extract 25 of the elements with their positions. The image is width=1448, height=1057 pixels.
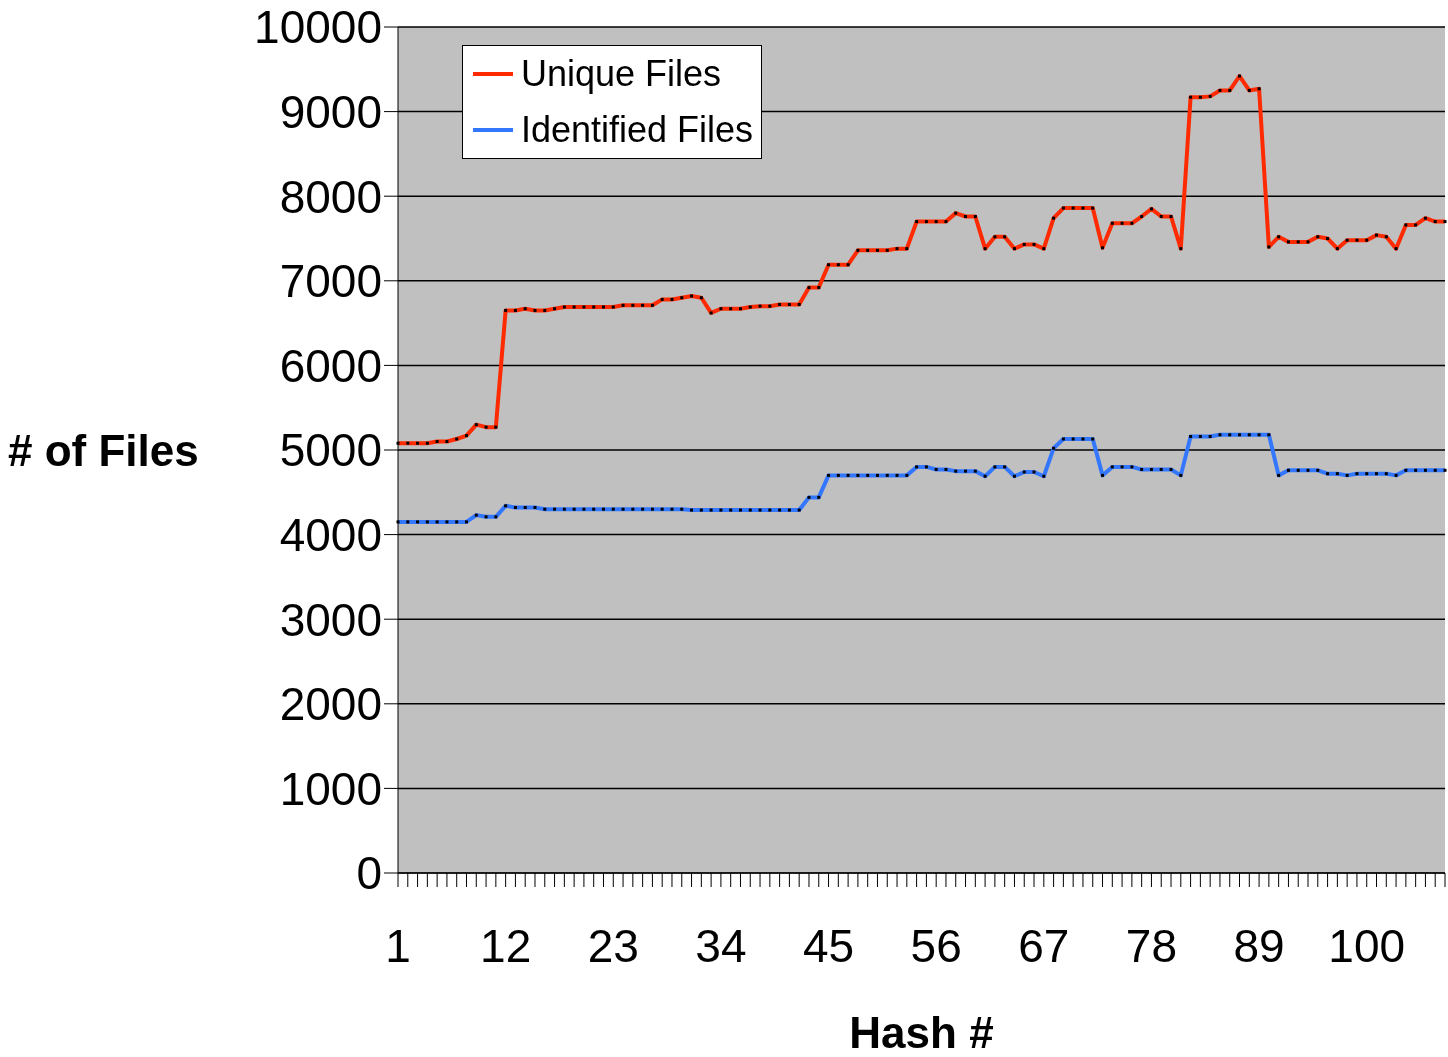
x-tick-label: 45 — [802, 919, 855, 972]
y-axis-title: # of Files — [8, 426, 199, 475]
x-tick-label: 78 — [1125, 919, 1178, 972]
y-tick-label: 8000 — [279, 170, 382, 223]
y-tick-label: 7000 — [279, 255, 382, 308]
legend-label: Unique Files — [521, 52, 722, 96]
x-axis-title: Hash # — [849, 1008, 994, 1057]
x-tick-label: 56 — [910, 919, 962, 972]
legend-label: Identified Files — [521, 108, 754, 152]
x-tick-label: 67 — [1018, 919, 1070, 972]
x-tick-label: 100 — [1328, 919, 1406, 972]
x-tick-label: 23 — [587, 919, 639, 972]
x-tick-label: 1 — [385, 919, 411, 972]
x-tick-label: 12 — [480, 919, 532, 972]
y-tick-label: 10000 — [254, 1, 382, 54]
y-tick-label: 5000 — [279, 424, 382, 477]
y-tick-label: 4000 — [279, 508, 382, 561]
y-tick-label: 0 — [356, 847, 382, 900]
y-tick-label: 3000 — [279, 593, 382, 646]
x-tick-label: 89 — [1233, 919, 1285, 972]
y-tick-label: 1000 — [279, 762, 382, 815]
y-tick-label: 9000 — [279, 85, 382, 138]
y-tick-label: 6000 — [279, 339, 382, 392]
x-tick-label: 34 — [695, 919, 747, 972]
y-tick-label: 2000 — [279, 678, 382, 731]
